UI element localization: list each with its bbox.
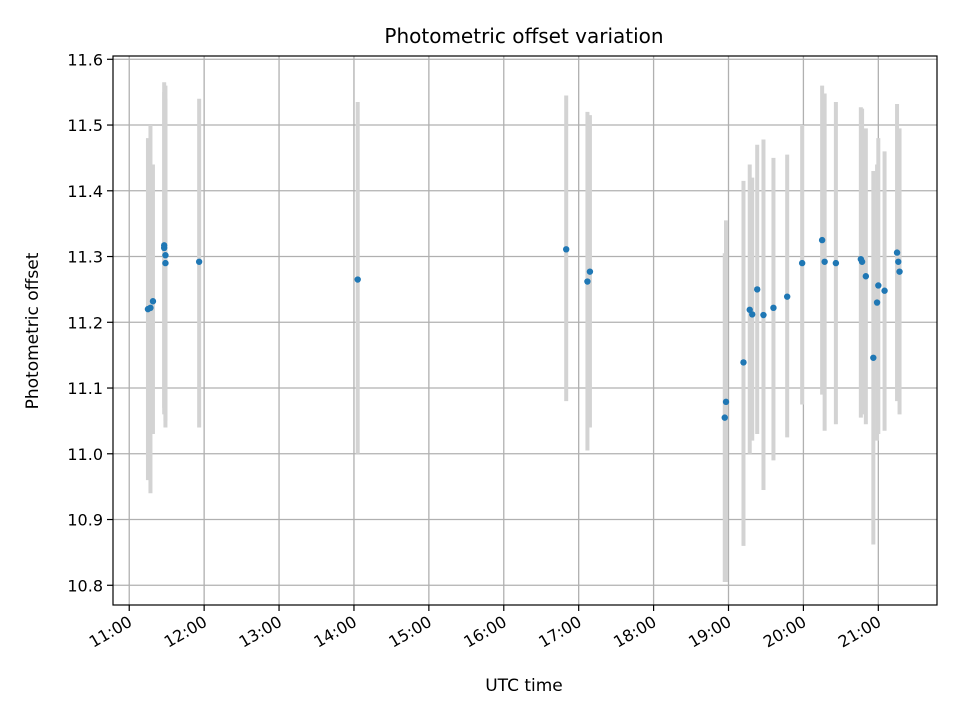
data-point <box>870 354 877 361</box>
data-point <box>862 273 870 280</box>
x-axis-ticks: 11:00 12:00 13:00 14:00 15:00 16:00 17:00 18:00… <box>86 605 884 652</box>
data-point <box>858 258 866 265</box>
data-point <box>875 282 882 289</box>
data-point <box>895 258 902 265</box>
x-tick-label: 15:00 <box>385 612 434 652</box>
x-tick-label: 13:00 <box>236 612 285 652</box>
data-point <box>818 236 826 244</box>
data-point <box>147 304 154 312</box>
chart-title: Photometric offset variation <box>384 24 663 48</box>
data-point <box>563 246 570 253</box>
data-point <box>162 252 169 259</box>
x-axis-label: UTC time <box>485 676 563 696</box>
x-tick-label: 18:00 <box>610 612 659 652</box>
y-tick-label: 10.8 <box>67 576 103 595</box>
y-tick-label: 11.3 <box>67 248 103 267</box>
data-point <box>722 398 730 406</box>
y-tick-label: 11.0 <box>67 445 103 464</box>
data-point <box>893 249 901 256</box>
data-point <box>783 293 791 300</box>
x-tick-label: 19:00 <box>685 612 734 652</box>
x-tick-label: 12:00 <box>161 612 210 652</box>
data-point <box>881 287 888 294</box>
data-point <box>354 276 361 283</box>
data-point <box>896 268 903 275</box>
y-tick-label: 11.2 <box>67 313 103 332</box>
y-tick-label: 11.1 <box>67 379 103 398</box>
error-bars <box>145 82 902 582</box>
data-point <box>740 359 747 366</box>
x-tick-label: 16:00 <box>460 612 509 652</box>
x-tick-label: 21:00 <box>835 612 884 652</box>
data-point <box>754 286 761 293</box>
data-point <box>162 259 169 267</box>
x-tick-label: 11:00 <box>86 612 135 652</box>
data-points <box>144 236 903 421</box>
data-point <box>149 298 157 305</box>
data-point <box>873 299 881 306</box>
data-point <box>586 268 594 275</box>
data-point <box>821 258 828 265</box>
data-point <box>584 278 591 285</box>
data-point <box>798 259 806 267</box>
data-point <box>160 244 168 252</box>
data-point <box>760 311 767 319</box>
grid <box>113 56 937 605</box>
x-tick-label: 20:00 <box>760 612 809 652</box>
y-tick-label: 10.9 <box>67 511 103 530</box>
data-point <box>749 311 756 318</box>
y-tick-label: 11.6 <box>67 50 103 69</box>
plot-frame <box>112 55 938 606</box>
x-tick-label: 14:00 <box>311 612 360 652</box>
x-tick-label: 17:00 <box>535 612 584 652</box>
y-axis-ticks: 10.8 10.9 11.0 11.1 11.2 11.3 11.4 11.5 11.6 <box>67 50 113 595</box>
data-point <box>770 304 777 312</box>
data-point <box>832 259 840 267</box>
y-tick-label: 11.4 <box>67 182 103 201</box>
data-point <box>721 414 728 421</box>
data-point <box>195 258 203 265</box>
y-tick-label: 11.5 <box>67 116 103 135</box>
y-axis-label: Photometric offset <box>23 252 43 409</box>
